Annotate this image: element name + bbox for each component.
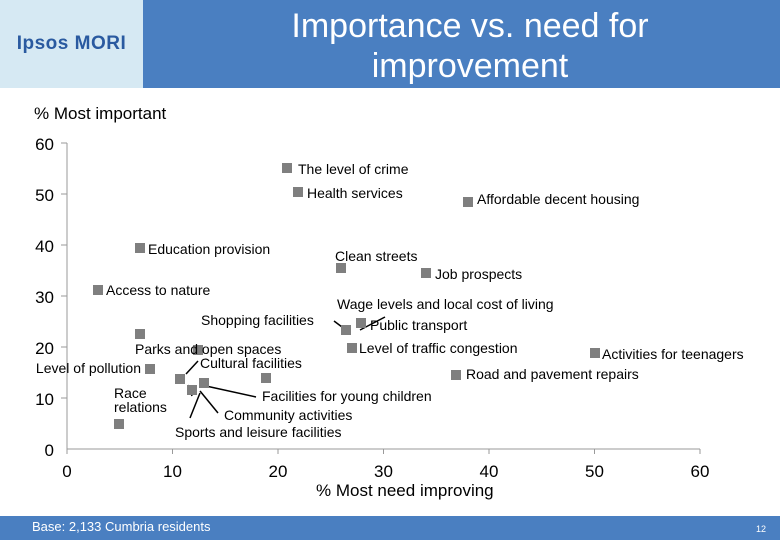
connector-line xyxy=(199,390,219,414)
point-label: The level of crime xyxy=(298,161,409,177)
y-tick-label: 60 xyxy=(35,135,54,154)
point-label: Sports and leisure facilities xyxy=(175,424,342,440)
point-label: Parks and open spaces xyxy=(135,341,281,357)
slide-title-line-1: Importance vs. need for xyxy=(291,7,649,45)
ipsos-mori-logo: Ipsos MORI xyxy=(16,33,127,54)
scatter-point xyxy=(463,197,473,207)
scatter-point xyxy=(341,325,351,335)
scatter-point xyxy=(282,163,292,173)
scatter-point xyxy=(187,385,197,395)
scatter-point xyxy=(451,370,461,380)
point-label: Level of traffic congestion xyxy=(359,340,518,356)
x-tick-label: 30 xyxy=(374,462,393,481)
header-bar: Ipsos MORI Importance vs. need for impro… xyxy=(0,0,780,88)
scatter-point xyxy=(175,374,185,384)
point-label: Community activities xyxy=(224,407,352,423)
point-label: Facilities for young children xyxy=(262,388,432,404)
scatter-point xyxy=(347,343,357,353)
y-tick-label: 20 xyxy=(35,339,54,358)
base-note: Base: 2,133 Cumbria residents xyxy=(32,519,211,534)
scatter-point xyxy=(93,285,103,295)
x-tick-label: 60 xyxy=(691,462,710,481)
point-label: Shopping facilities xyxy=(201,312,314,328)
chart-point-labels: The level of crime Health services Afforda… xyxy=(36,161,744,440)
slide-title-line-2: improvement xyxy=(371,47,569,85)
point-label: Road and pavement repairs xyxy=(466,366,639,382)
connector-line xyxy=(205,385,257,398)
scatter-point xyxy=(293,187,303,197)
y-tick-label: 50 xyxy=(35,186,54,205)
y-tick-label: 10 xyxy=(35,390,54,409)
x-tick-label: 0 xyxy=(62,462,71,481)
x-axis-label: % Most need improving xyxy=(316,481,494,500)
chart-tick-labels: 0 10 20 30 40 50 60 0 10 20 30 40 50 60 xyxy=(35,135,709,481)
scatter-point xyxy=(193,345,203,355)
scatter-point xyxy=(145,364,155,374)
logo-panel: Ipsos MORI xyxy=(0,0,143,88)
scatter-point xyxy=(114,419,124,429)
point-label: Race relations xyxy=(114,385,167,415)
y-tick-label: 0 xyxy=(45,441,54,460)
connector-line xyxy=(185,360,199,375)
y-tick-label: 40 xyxy=(35,237,54,256)
point-label: Public transport xyxy=(370,317,467,333)
connector-line xyxy=(333,320,343,328)
chart-axes xyxy=(61,142,701,454)
scatter-point xyxy=(199,378,209,388)
x-tick-label: 50 xyxy=(585,462,604,481)
x-tick-label: 40 xyxy=(480,462,499,481)
point-label: Education provision xyxy=(148,241,270,257)
y-axis-label: % Most important xyxy=(34,104,167,123)
point-label: Wage levels and local cost of living xyxy=(337,296,554,312)
x-tick-label: 10 xyxy=(163,462,182,481)
chart-points xyxy=(93,163,600,429)
point-label: Affordable decent housing xyxy=(477,191,639,207)
slide-title: Importance vs. need for improvement xyxy=(220,6,720,86)
point-label: Clean streets xyxy=(335,248,417,264)
point-label: Cultural facilities xyxy=(200,355,302,371)
point-label: Health services xyxy=(307,185,403,201)
scatter-point xyxy=(261,373,271,383)
point-label: Activities for teenagers xyxy=(602,346,744,362)
footer-bar xyxy=(0,516,780,540)
label-connectors xyxy=(185,316,386,419)
scatter-point xyxy=(135,243,145,253)
point-label: Access to nature xyxy=(106,282,210,298)
scatter-point xyxy=(336,263,346,273)
page-number: 12 xyxy=(756,524,767,534)
scatter-point xyxy=(356,318,366,328)
scatter-point xyxy=(590,348,600,358)
x-tick-label: 20 xyxy=(269,462,288,481)
connector-line xyxy=(189,392,201,419)
scatter-point xyxy=(135,329,145,339)
y-tick-label: 30 xyxy=(35,288,54,307)
point-label: Job prospects xyxy=(435,266,522,282)
point-label: Level of pollution xyxy=(36,360,141,376)
scatter-point xyxy=(421,268,431,278)
